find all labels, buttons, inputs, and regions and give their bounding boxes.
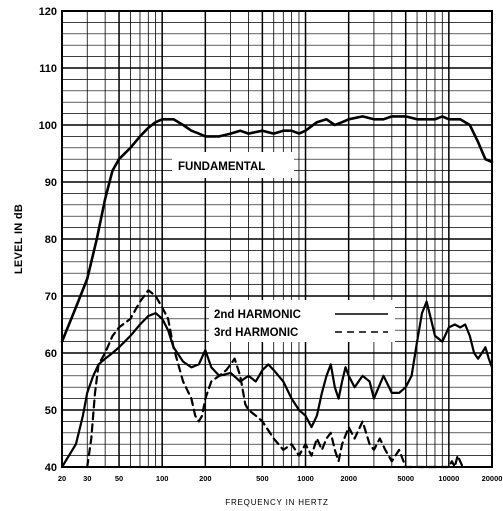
plot-frame <box>61 10 493 468</box>
x-tick-label: 1000 <box>297 474 314 483</box>
x-tick-label: 2000 <box>340 474 357 483</box>
y-tick-label: 70 <box>45 291 57 303</box>
legend-background <box>209 300 395 342</box>
x-tick-label: 10000 <box>438 474 459 483</box>
series-layer <box>60 115 494 469</box>
second-harmonic-curve <box>60 300 494 469</box>
third-harmonic-curve <box>86 289 464 469</box>
plot-grid <box>61 10 493 468</box>
y-axis-title: LEVEL IN dB <box>13 204 25 274</box>
y-tick-label: 100 <box>39 120 57 132</box>
y-tick-label: 80 <box>45 234 57 246</box>
fundamental-label-background <box>172 152 294 178</box>
x-axis-title: FREQUENCY IN HERTZ <box>225 498 328 507</box>
x-tick-label: 20 <box>58 474 66 483</box>
fundamental-label: FUNDAMENTAL <box>178 161 265 173</box>
x-tick-label: 100 <box>156 474 169 483</box>
legend-third-harmonic-label: 3rd HARMONIC <box>214 327 298 339</box>
legend-second-harmonic-label: 2nd HARMONIC <box>214 309 301 321</box>
x-tick-label: 50 <box>115 474 123 483</box>
y-tick-label: 120 <box>39 6 57 18</box>
fundamental-curve <box>60 115 494 343</box>
x-tick-label: 5000 <box>397 474 414 483</box>
tick-labels: 40 50 60 70 80 90 100 110 120 20 30 50 100 200 500 1000… <box>39 6 503 483</box>
y-tick-label: 90 <box>45 177 57 189</box>
y-tick-label: 40 <box>45 462 57 474</box>
y-tick-label: 60 <box>45 348 57 360</box>
y-tick-label: 110 <box>39 63 57 75</box>
x-tick-label: 20000 <box>482 474 503 483</box>
x-tick-label: 30 <box>83 474 91 483</box>
y-tick-label: 50 <box>45 405 57 417</box>
x-tick-label: 200 <box>199 474 212 483</box>
x-tick-label: 500 <box>256 474 269 483</box>
